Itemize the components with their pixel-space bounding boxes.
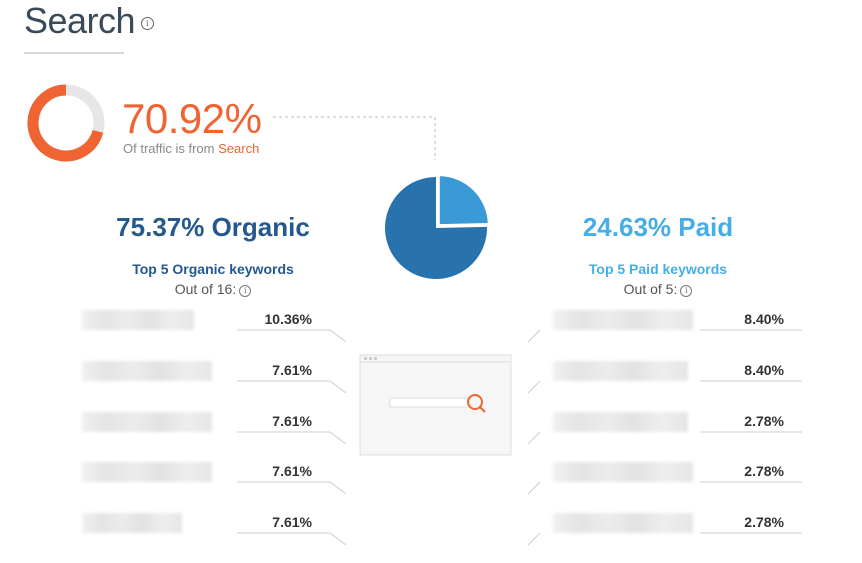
organic-keyword-share: 7.61%: [272, 413, 312, 429]
paid-keyword-share: 8.40%: [744, 311, 784, 327]
organic-keyword-redacted: [82, 412, 212, 432]
organic-keyword-redacted: [82, 513, 182, 533]
paid-keyword-share: 8.40%: [744, 362, 784, 378]
organic-keywords-title: Top 5 Organic keywords: [132, 261, 294, 277]
page-title: Search: [24, 0, 136, 41]
paid-keyword-redacted: [553, 310, 693, 330]
paid-keyword-share: 2.78%: [744, 463, 784, 479]
paid-out-of-text: Out of 5:: [623, 281, 678, 297]
organic-keyword-redacted: [82, 361, 212, 381]
organic-row-connector: [329, 532, 347, 546]
paid-heading: 24.63% Paid: [582, 212, 734, 242]
organic-row-connector: [329, 380, 347, 394]
organic-keyword-redacted: [82, 462, 212, 482]
caption-prefix: Of traffic is from: [123, 141, 215, 156]
connector-line: [273, 116, 436, 160]
paid-keyword-share: 2.78%: [744, 413, 784, 429]
paid-keywords-title: Top 5 Paid keywords: [588, 261, 728, 277]
paid-row-connector: [527, 329, 541, 343]
organic-keyword-share: 10.36%: [264, 311, 312, 327]
paid-row-connector: [527, 431, 541, 445]
organic-keyword-share: 7.61%: [272, 463, 312, 479]
title-underline: [24, 52, 124, 54]
search-caption: Of traffic is from Search: [123, 141, 259, 156]
organic-row-connector: [329, 329, 347, 343]
paid-row-connector: [527, 532, 541, 546]
organic-row-connector: [329, 481, 347, 495]
organic-out-of: Out of 16: i: [100, 281, 326, 297]
donut-search-slice: [27, 84, 104, 162]
organic-row-connector: [329, 431, 347, 445]
search-percentage: 70.92%: [122, 95, 262, 142]
organic-keyword-redacted: [82, 310, 194, 330]
organic-keyword-share: 7.61%: [272, 362, 312, 378]
organic-heading: 75.37% Organic: [116, 212, 310, 242]
paid-keyword-redacted: [553, 412, 688, 432]
search-browser-illustration: [359, 354, 512, 456]
pie-paid-slice: [437, 174, 490, 227]
organic-keyword-share: 7.61%: [272, 514, 312, 530]
info-icon[interactable]: i: [141, 17, 154, 30]
paid-keyword-redacted: [553, 462, 693, 482]
magnifier-icon: [467, 394, 486, 413]
paid-keyword-redacted: [553, 513, 693, 533]
info-icon[interactable]: i: [680, 285, 693, 297]
paid-keyword-redacted: [553, 361, 688, 381]
info-icon[interactable]: i: [239, 285, 252, 297]
caption-highlight: Search: [218, 141, 260, 156]
pie-organic-slice: [385, 177, 487, 280]
organic-out-of-text: Out of 16:: [174, 281, 237, 297]
paid-keyword-share: 2.78%: [744, 514, 784, 530]
paid-row-connector: [527, 481, 541, 495]
paid-row-connector: [527, 380, 541, 394]
paid-out-of: Out of 5: i: [545, 281, 771, 297]
